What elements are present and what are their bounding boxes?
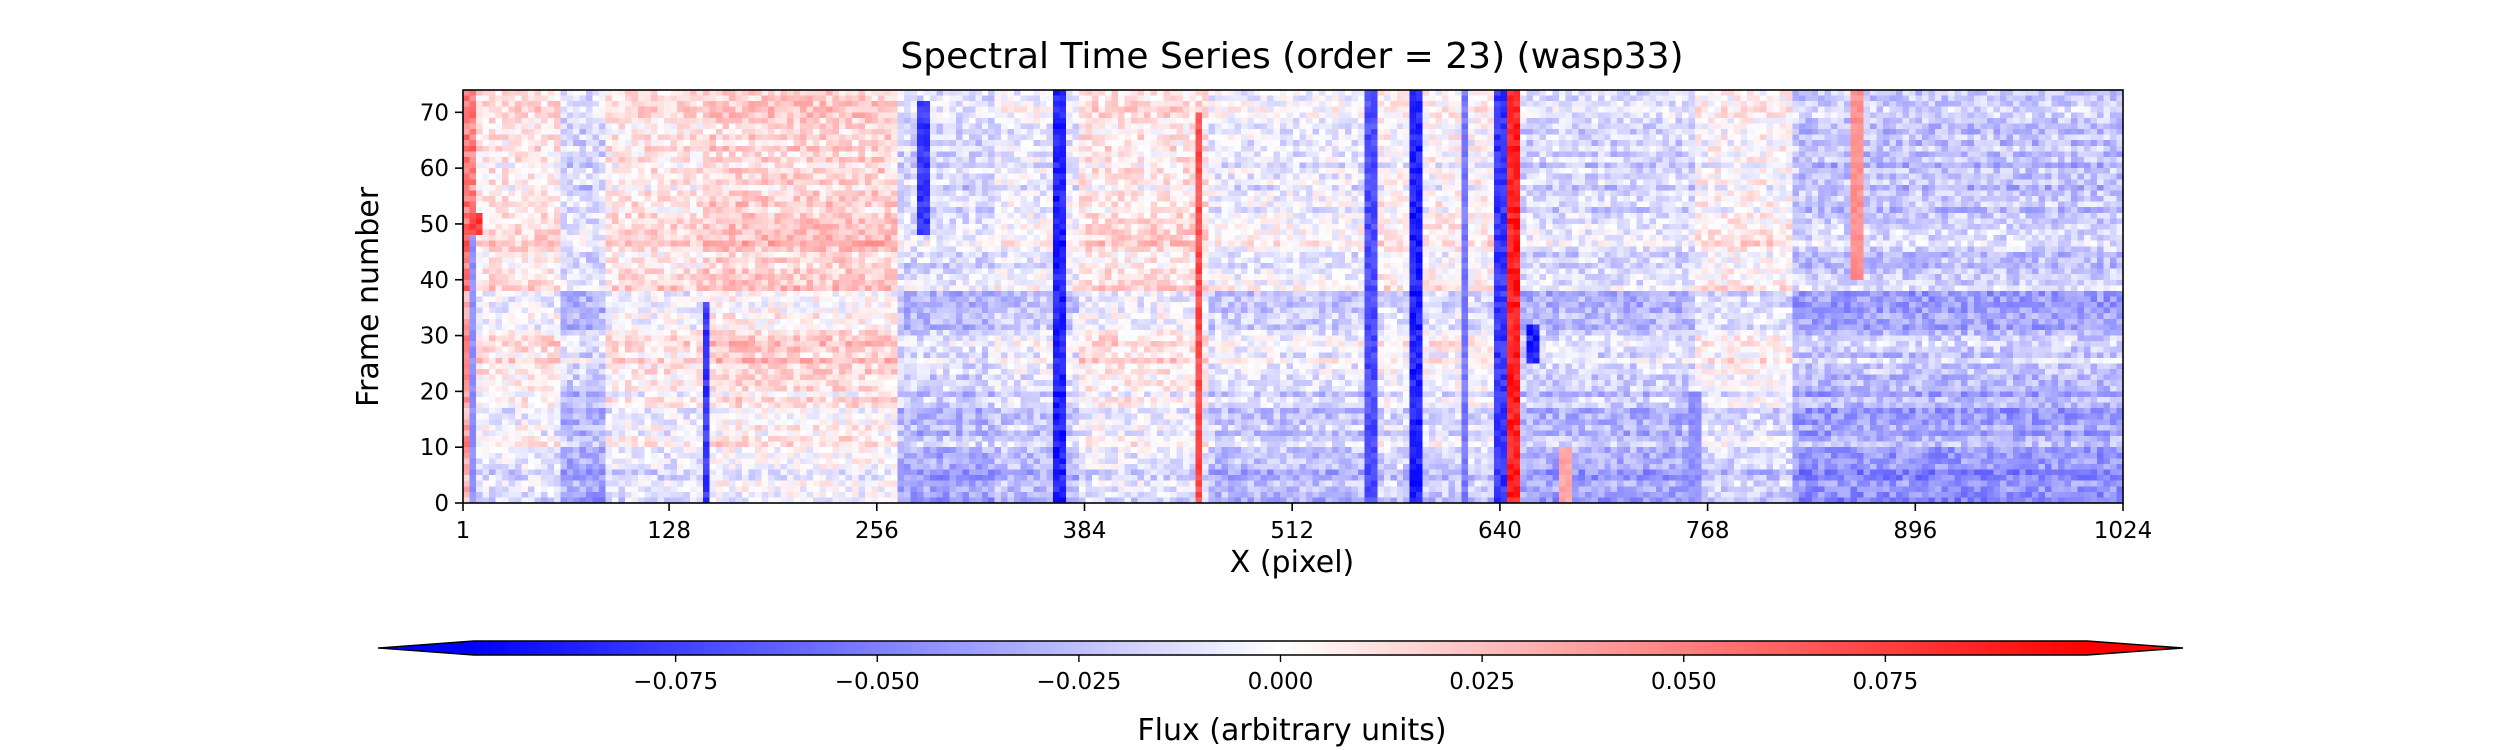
colorbar-tick-label: 0.025 [1449, 669, 1515, 695]
y-tick-label: 50 [420, 212, 449, 238]
x-tick-label: 768 [1686, 518, 1730, 544]
colorbar-tick-label: −0.025 [1036, 669, 1121, 695]
heatmap [463, 90, 2123, 503]
y-tick-label: 70 [420, 100, 449, 126]
colorbar [377, 640, 2184, 656]
colorbar-outline [377, 640, 2184, 656]
x-axis: 1 128 256 384 512 640 768 896 1024 [456, 503, 2153, 544]
colorbar-ticks: −0.075 −0.050 −0.025 0.000 0.025 0.050 0.075 [633, 655, 1918, 695]
y-tick-label: 10 [420, 435, 449, 461]
plot-frame [462, 89, 2124, 504]
x-tick-label: 1024 [2094, 518, 2153, 544]
x-tick-label: 640 [1478, 518, 1522, 544]
y-tick-label: 40 [420, 268, 449, 294]
colorbar-tick-label: 0.050 [1651, 669, 1717, 695]
x-tick-label: 384 [1063, 518, 1107, 544]
y-tick-label: 60 [420, 156, 449, 182]
y-axis: 0 10 20 30 40 50 60 70 [420, 100, 463, 517]
y-tick-label: 30 [420, 324, 449, 350]
chart-title: Spectral Time Series (order = 23) (wasp3… [900, 36, 1683, 77]
x-tick-label: 1 [456, 518, 471, 544]
y-tick-label: 20 [420, 379, 449, 405]
heatmap-image [463, 90, 2123, 503]
y-tick-label: 0 [434, 491, 449, 517]
x-tick-label: 128 [647, 518, 691, 544]
x-axis-label: X (pixel) [1230, 545, 1355, 580]
colorbar-tick-label: 0.075 [1852, 669, 1918, 695]
colorbar-gradient [474, 641, 2087, 655]
colorbar-tick-label: 0.000 [1248, 669, 1314, 695]
x-tick-label: 896 [1893, 518, 1937, 544]
x-tick-label: 512 [1270, 518, 1314, 544]
colorbar-extend-min [378, 641, 474, 655]
y-axis-label: Frame number [351, 186, 386, 407]
colorbar-tick-label: −0.050 [835, 669, 920, 695]
x-tick-label: 256 [855, 518, 899, 544]
colorbar-tick-label: −0.075 [633, 669, 718, 695]
colorbar-extend-max [2087, 641, 2183, 655]
colorbar-label: Flux (arbitrary units) [1137, 713, 1446, 748]
